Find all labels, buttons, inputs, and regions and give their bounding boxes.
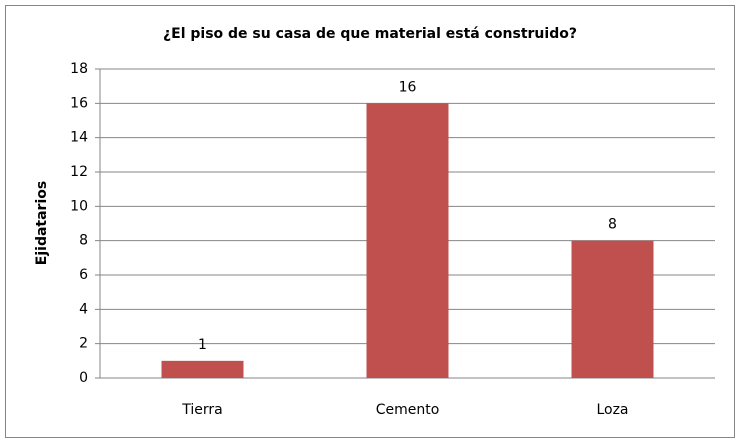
bar xyxy=(161,360,244,378)
data-label: 8 xyxy=(608,217,617,233)
y-tick-label: 10 xyxy=(70,198,88,214)
y-tick-label: 2 xyxy=(79,336,88,352)
y-tick-label: 16 xyxy=(70,95,88,111)
x-tick-label: Cemento xyxy=(376,402,440,418)
y-tick-label: 14 xyxy=(70,130,88,146)
y-tick-label: 6 xyxy=(79,267,88,283)
y-tick-label: 12 xyxy=(70,164,88,180)
y-tick-label: 0 xyxy=(79,370,88,386)
data-label: 16 xyxy=(399,79,417,95)
bar xyxy=(571,240,654,378)
x-tick-label: Loza xyxy=(596,402,628,418)
y-tick-label: 4 xyxy=(79,301,88,317)
x-tick-label: Tierra xyxy=(181,402,222,418)
bar xyxy=(366,103,449,378)
data-label: 1 xyxy=(198,337,207,353)
y-tick-label: 18 xyxy=(70,61,88,77)
y-axis-label: Ejidatarios xyxy=(34,181,50,265)
chart-title: ¿El piso de su casa de que material está… xyxy=(163,26,577,42)
y-tick-label: 8 xyxy=(79,233,88,249)
